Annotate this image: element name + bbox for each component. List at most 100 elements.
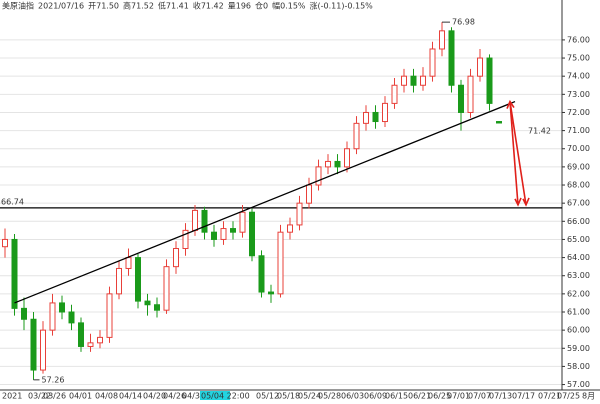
header-item: 收71.42 xyxy=(193,1,224,11)
header-item: 开71.50 xyxy=(88,2,119,11)
candle-body xyxy=(40,329,46,371)
candle-body xyxy=(135,257,141,302)
level-label: 66.74 xyxy=(1,197,24,206)
candle-body xyxy=(334,160,341,168)
candle-body xyxy=(2,238,8,248)
y-tick-label: 59.00 xyxy=(567,344,590,353)
candle-body xyxy=(78,322,84,347)
candle-body xyxy=(287,224,293,233)
candle-body xyxy=(97,336,103,344)
header-item: 幅0.15% xyxy=(272,1,306,11)
header-item: 美原油指 xyxy=(2,1,34,11)
candle-body xyxy=(315,166,322,186)
y-tick-label: 61.00 xyxy=(567,308,590,317)
arrow-head xyxy=(522,197,530,207)
candle-body xyxy=(382,102,388,123)
arrow-shaft xyxy=(509,101,527,206)
candle-body xyxy=(344,148,350,168)
x-tick-label: 06/09 xyxy=(364,392,387,401)
y-tick-label: 68.00 xyxy=(567,181,590,190)
x-tick-label: 07/13 xyxy=(489,392,512,401)
candle-body xyxy=(448,30,455,86)
candle-body xyxy=(230,228,236,233)
candle-body xyxy=(458,84,464,113)
candle-body xyxy=(296,202,303,226)
candle-body xyxy=(87,342,94,347)
y-tick-label: 73.00 xyxy=(567,90,590,99)
candle-body xyxy=(477,57,483,77)
candle-body xyxy=(106,293,113,338)
arrow-head xyxy=(514,197,522,207)
x-tick-label: 05/18 xyxy=(277,392,300,401)
x-tick-label: 06/15 xyxy=(385,392,408,401)
y-tick-label: 65.00 xyxy=(567,235,590,244)
candle-body xyxy=(11,238,18,309)
candle-body xyxy=(268,291,274,295)
x-tick-label: 04/20 xyxy=(143,392,166,401)
candle-body xyxy=(372,111,379,123)
candle-body xyxy=(59,302,65,313)
candle-body xyxy=(249,211,255,257)
candle-body xyxy=(496,121,502,124)
candle-body xyxy=(68,311,75,324)
candle-body xyxy=(429,48,436,77)
x-tick-label: 2021 xyxy=(2,392,22,401)
highlight xyxy=(200,391,230,400)
candle-body xyxy=(144,300,151,306)
low-label: 57.26 xyxy=(42,375,65,384)
candle-body xyxy=(21,307,27,320)
y-tick-label: 69.00 xyxy=(567,162,590,171)
x-tick-label: 04/14 xyxy=(119,392,142,401)
x-tick-label: 07/17 xyxy=(512,392,535,401)
x-tick-label: 05/24 xyxy=(298,392,321,401)
y-tick-label: 63.00 xyxy=(567,271,590,280)
y-tick-label: 58.00 xyxy=(567,362,590,371)
y-tick-label: 70.00 xyxy=(567,144,590,153)
y-tick-label: 72.00 xyxy=(567,108,590,117)
high-label: 76.98 xyxy=(452,18,475,27)
header-item: 涨(-0.11)-0.15% xyxy=(310,1,374,11)
candle-body xyxy=(116,267,122,295)
candle-body xyxy=(486,57,493,104)
candle-body xyxy=(182,229,189,250)
x-tick-label: 07/25 xyxy=(557,392,580,401)
candle-body xyxy=(220,228,227,240)
candle-body xyxy=(258,255,265,293)
candle-body xyxy=(211,231,217,240)
header-item: 低71.41 xyxy=(158,1,189,11)
x-tick-label: 07/07 xyxy=(468,392,491,401)
candle-body xyxy=(154,304,160,311)
candle-body xyxy=(410,75,417,86)
candle-body xyxy=(30,318,37,371)
x-tick-label: 06/25 xyxy=(428,392,451,401)
y-tick-label: 62.00 xyxy=(567,289,590,298)
x-tick-label: 05/04 22:00 xyxy=(201,392,250,401)
y-tick-label: 66.00 xyxy=(567,217,590,226)
x-tick-label: 04/26 xyxy=(163,392,186,401)
y-tick-label: 67.00 xyxy=(567,199,590,208)
y-tick-label: 60.00 xyxy=(567,326,590,335)
x-tick-label: 06/21 xyxy=(408,392,431,401)
y-tick-label: 75.00 xyxy=(567,54,590,63)
x-tick-label: 05/12 xyxy=(256,392,279,401)
arrow-shaft xyxy=(509,101,519,205)
candle-body xyxy=(125,257,132,269)
header-item: 量196 xyxy=(228,2,251,11)
x-tick-label: 8月 xyxy=(582,392,595,401)
candle-body xyxy=(306,184,312,204)
x-tick-label: 07/21 xyxy=(538,392,561,401)
y-tick-label: 76.00 xyxy=(567,35,590,44)
y-tick-label: 64.00 xyxy=(567,253,590,262)
y-tick-label: 57.00 xyxy=(567,380,590,389)
candle-body xyxy=(163,266,170,311)
candle-body xyxy=(439,30,445,50)
candle-body xyxy=(173,248,179,268)
header-item: 仓0 xyxy=(255,1,268,11)
x-tick-label: 05/28 xyxy=(318,392,341,401)
candle-body xyxy=(201,209,208,233)
candle-body xyxy=(277,231,284,295)
x-tick-label: 04/01 xyxy=(69,392,92,401)
x-tick-label: 03/22 xyxy=(28,392,51,401)
y-tick-label: 71.00 xyxy=(567,126,590,135)
